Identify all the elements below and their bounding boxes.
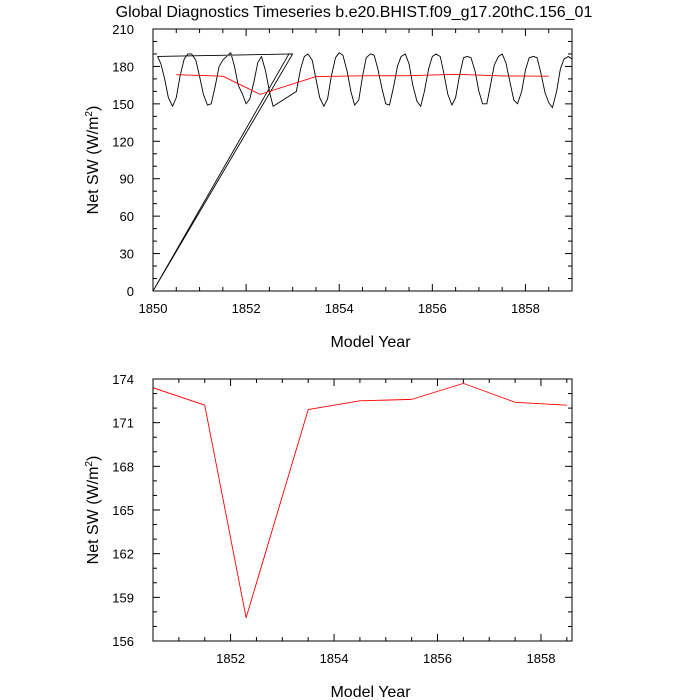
chart-1-y-tick-label: 159	[112, 590, 134, 605]
chart-1-y-tick-label: 156	[112, 634, 134, 649]
chart-0-x-tick-label: 1854	[325, 301, 354, 316]
chart-0-x-tick-label: 1858	[511, 301, 540, 316]
chart-0-series-1-line	[176, 73, 549, 95]
chart-1-y-tick-label: 174	[112, 372, 134, 387]
chart-0-y-axis-title: Net SW (W/m2)	[84, 106, 102, 215]
chart-0-y-tick-label: 90	[120, 172, 134, 187]
chart-1-x-tick-label: 1858	[527, 651, 556, 666]
bottom-panel: 1852 1854 1856 1858 156 159 162 165 168 171 174 Mod…	[84, 372, 573, 700]
chart-1-series-0-line	[153, 382, 567, 619]
chart-1-y-tick-label: 165	[112, 503, 134, 518]
chart-0-plot-frame	[152, 28, 573, 292]
chart-1-x-tick-label: 1852	[216, 651, 245, 666]
chart-1-x-tick-label: 1856	[423, 651, 452, 666]
chart-1-y-axis-title: Net SW (W/m2)	[84, 456, 102, 565]
chart-1-y-tick-label: 171	[112, 416, 134, 431]
chart-1-y-tick-label: 162	[112, 547, 134, 562]
chart-1-x-tick-label: 1854	[320, 651, 349, 666]
chart-0-x-axis-title: Model Year	[330, 334, 411, 351]
top-panel: 1850 1852 1854 1856 1858 0 30 60 90 120 150 180 210 M…	[84, 22, 573, 351]
chart-1-plot-frame	[152, 378, 573, 642]
chart-0-y-tick-label: 0	[127, 284, 134, 299]
chart-1-y-tick-label: 168	[112, 459, 134, 474]
chart-0-y-tick-label: 60	[120, 209, 134, 224]
chart-0-series-0-line	[153, 52, 572, 291]
chart-0-x-tick-label: 1852	[232, 301, 261, 316]
chart-0-y-tick-label: 180	[112, 59, 134, 74]
figure-title: Global Diagnostics Timeseries b.e20.BHIS…	[116, 4, 593, 21]
chart-0-y-tick-label: 120	[112, 134, 134, 149]
chart-0-y-tick-label: 150	[112, 97, 134, 112]
chart-1-x-axis-title: Model Year	[330, 684, 411, 700]
chart-0-y-tick-label: 30	[120, 247, 134, 262]
chart-0-x-tick-label: 1856	[418, 301, 447, 316]
chart-0-y-tick-label: 210	[112, 22, 134, 37]
chart-0-x-tick-label: 1850	[139, 301, 168, 316]
